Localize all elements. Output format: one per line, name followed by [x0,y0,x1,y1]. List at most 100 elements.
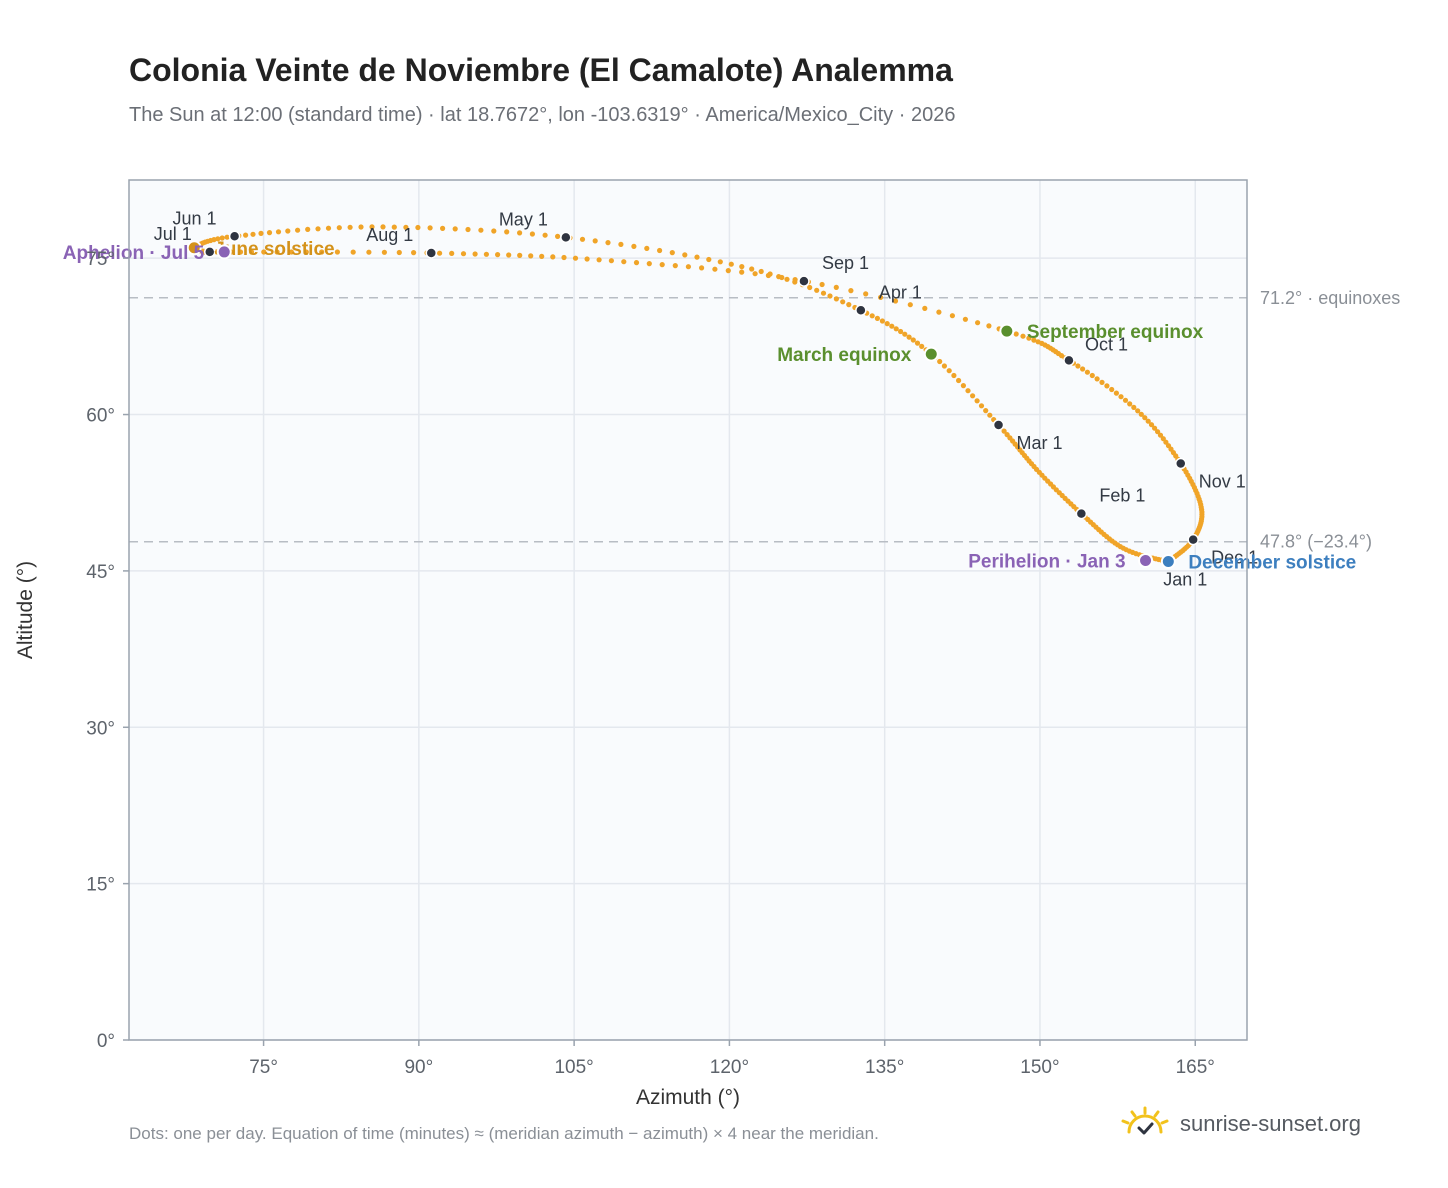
day-dot [495,252,501,258]
event-label: June solstice [214,239,334,260]
day-dot [1084,369,1090,375]
day-dot [960,383,967,389]
day-dot [848,288,854,294]
day-dot [579,236,586,242]
day-dot [529,231,536,237]
day-dot [403,224,409,230]
day-dot [739,264,745,270]
day-dot [685,264,692,270]
day-dot [449,250,455,256]
month-marker [1174,457,1187,470]
day-dot [415,224,421,231]
day-dot [517,230,523,236]
day-dot [224,234,230,240]
day-dot [986,323,992,329]
day-dot [937,358,943,365]
day-dot [827,293,833,299]
x-tick-label: 90° [404,1057,433,1078]
event-marker [216,244,232,260]
day-dot [411,250,417,256]
day-dot [892,298,899,304]
event-marker [999,323,1015,339]
brand-name[interactable]: sunrise-sunset.org [1180,1111,1361,1136]
brand[interactable]: sunrise-sunset.org [1120,1102,1361,1146]
day-dot [779,274,785,281]
day-dot [946,368,952,374]
day-dot [884,321,890,327]
event-markers: March equinox September equinox June solst… [63,239,1356,574]
day-dot [970,393,976,399]
day-dot [974,398,980,404]
day-dot [644,245,650,251]
event-marker [923,346,939,362]
day-dot [792,277,798,283]
month-label: Jun 1 [173,208,217,228]
plot-background [129,180,1247,1040]
day-dot [1089,372,1095,379]
reference-lines: 71.2° · equinoxes 47.8° (−23.4°) [129,288,1400,552]
y-axis-label: Altitude (°) [14,561,37,659]
day-dot [631,243,637,249]
day-dot [863,291,869,297]
day-dot [1020,333,1026,339]
y-tick-label: 15° [86,875,115,896]
day-dot [765,272,772,279]
day-dot [1094,376,1100,382]
day-dot [906,334,912,340]
day-dot [219,235,225,241]
day-dot [646,261,652,267]
day-dot [987,412,993,418]
day-dot [319,249,325,255]
day-dot [914,340,921,346]
day-dot [1131,404,1137,410]
y-tick-label: 30° [86,718,115,739]
day-dot [819,281,825,288]
day-dot [898,328,904,335]
month-marker [992,419,1005,431]
day-dot [396,249,402,256]
day-dot [592,238,598,244]
day-dot [608,258,615,264]
day-dot [833,296,840,302]
day-dot [669,250,675,256]
month-label: Mar 1 [1017,433,1063,453]
day-dot [869,313,875,319]
day-dot [347,224,353,230]
day-dot [1075,363,1081,369]
month-marker [425,247,438,259]
day-dot [1152,425,1158,431]
month-label: Jul 1 [154,224,192,244]
day-dot [305,226,311,232]
day-dot [483,251,489,257]
day-dot [596,257,602,263]
y-tick-label: 60° [86,406,115,427]
month-marker [1075,507,1088,520]
day-dot [504,229,510,235]
day-dot [910,337,916,343]
event-marker [1160,554,1176,570]
day-dot [1113,390,1119,396]
day-dot [465,226,471,233]
month-label: Sep 1 [822,253,869,273]
day-dot [1013,331,1019,337]
month-label: Apr 1 [879,282,922,302]
day-dot [739,269,745,275]
day-dot [682,252,688,258]
day-dot [325,225,332,231]
day-dot [550,254,556,260]
day-dot [243,232,249,238]
day-dot [902,331,908,337]
day-dot [1031,337,1037,343]
day-dot [712,266,718,272]
day-dot [1157,432,1164,438]
day-dot [922,305,928,311]
day-dot [506,252,512,258]
day-dot [250,231,256,237]
day-dot [699,265,705,271]
x-tick-label: 105° [554,1057,593,1078]
day-dot [962,316,969,322]
day-dot [1109,386,1115,393]
day-dot [605,240,611,246]
day-dot [694,254,700,260]
